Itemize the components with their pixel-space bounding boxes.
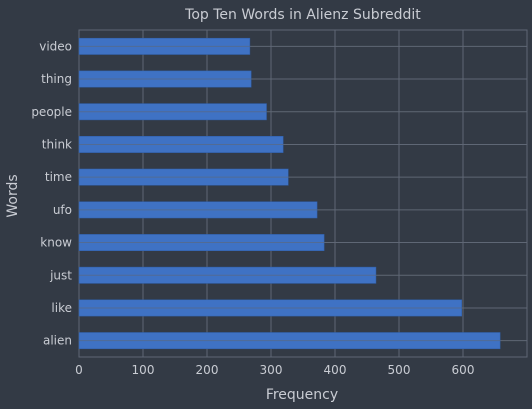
y-tick-label-know: know <box>40 236 72 250</box>
x-tick-label: 600 <box>452 363 475 377</box>
x-tick-label: 200 <box>196 363 219 377</box>
y-tick-label-video: video <box>39 39 72 53</box>
x-axis-label: Frequency <box>266 387 338 403</box>
y-tick-label-people: people <box>31 105 72 119</box>
y-tick-label-ufo: ufo <box>53 203 72 217</box>
y-tick-label-just: just <box>49 268 72 282</box>
x-tick-label: 300 <box>260 363 283 377</box>
x-tick-labels: 0 100 200 300 400 500 600 <box>75 363 474 377</box>
y-tick-label-alien: alien <box>43 334 72 348</box>
y-tick-label-like: like <box>51 301 72 315</box>
x-tick-label: 400 <box>324 363 347 377</box>
y-tick-label-think: think <box>42 137 72 151</box>
y-tick-label-thing: thing <box>41 72 72 86</box>
x-tick-label: 0 <box>75 363 83 377</box>
bars <box>78 37 501 350</box>
y-axis-label: Words <box>5 174 21 217</box>
chart-title: Top Ten Words in Alienz Subreddit <box>184 7 421 23</box>
y-tick-label-time: time <box>45 170 72 184</box>
y-tick-labels: alien like just know ufo time think people thing… <box>31 39 72 347</box>
x-tick-label: 500 <box>388 363 411 377</box>
x-tick-label: 100 <box>132 363 155 377</box>
